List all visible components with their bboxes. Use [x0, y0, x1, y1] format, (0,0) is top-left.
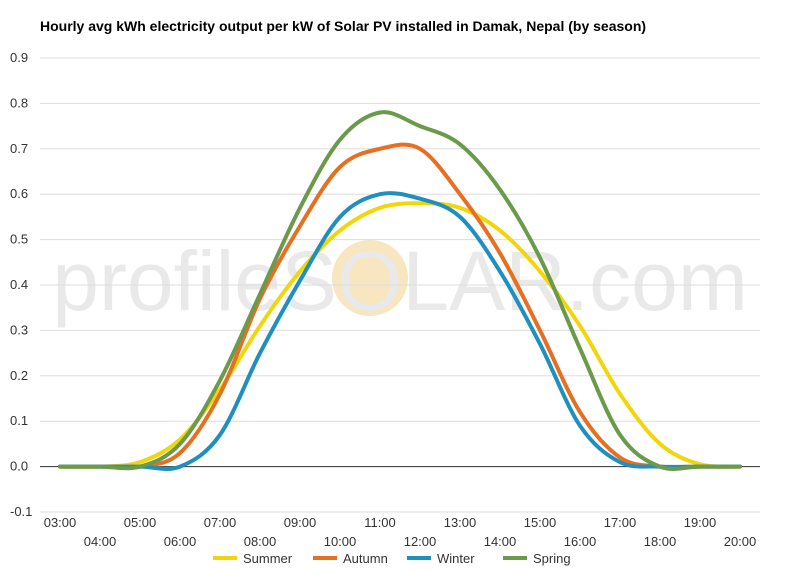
- series-line-winter: [58, 191, 742, 471]
- series-lines: [58, 110, 742, 471]
- y-tick-label: 0.2: [10, 368, 28, 383]
- legend-label-summer: Summer: [243, 551, 293, 566]
- x-tick-label: 17:00: [604, 515, 637, 530]
- series-line-autumn: [58, 142, 742, 470]
- y-tick-label: 0.0: [10, 459, 28, 474]
- y-tick-label: -0.1: [10, 504, 32, 519]
- y-tick-label: 0.6: [10, 186, 28, 201]
- x-tick-label: 04:00: [84, 534, 117, 549]
- x-tick-label: 14:00: [484, 534, 517, 549]
- legend: Summer Autumn Winter Spring: [213, 551, 571, 566]
- x-tick-label: 09:00: [284, 515, 317, 530]
- series-line-summer: [58, 201, 742, 469]
- x-tick-label: 20:00: [724, 534, 757, 549]
- legend-label-spring: Spring: [533, 551, 571, 566]
- x-tick-label: 05:00: [124, 515, 157, 530]
- y-tick-label: 0.5: [10, 232, 28, 247]
- x-tick-label: 13:00: [444, 515, 477, 530]
- x-tick-label: 12:00: [404, 534, 437, 549]
- watermark-sun: [332, 240, 408, 316]
- chart-title: Hourly avg kWh electricity output per kW…: [40, 18, 647, 34]
- y-tick-label: 0.1: [10, 413, 28, 428]
- x-tick-label: 18:00: [644, 534, 677, 549]
- y-tick-label: 0.3: [10, 322, 28, 337]
- x-tick-label: 07:00: [204, 515, 237, 530]
- y-tick-label: 0.9: [10, 50, 28, 65]
- gridlines: [40, 57, 760, 513]
- legend-label-winter: Winter: [437, 551, 475, 566]
- y-tick-label: 0.7: [10, 141, 28, 156]
- x-tick-label: 03:00: [44, 515, 77, 530]
- y-axis: -0.1 0.0 0.1 0.2 0.3 0.4 0.5 0.6 0.7 0.8 0.9: [10, 50, 32, 519]
- legend-label-autumn: Autumn: [343, 551, 388, 566]
- x-axis: 03:00 04:00 05:00 06:00 07:00 08:00 09:00 10:00…: [44, 515, 757, 549]
- x-tick-label: 08:00: [244, 534, 277, 549]
- watermark-text: profileSOLAR.com: [52, 234, 748, 328]
- y-tick-label: 0.8: [10, 95, 28, 110]
- x-tick-label: 10:00: [324, 534, 357, 549]
- x-tick-label: 19:00: [684, 515, 717, 530]
- y-tick-label: 0.4: [10, 277, 28, 292]
- x-tick-label: 15:00: [524, 515, 557, 530]
- series-line-spring: [58, 110, 742, 471]
- x-tick-label: 16:00: [564, 534, 597, 549]
- x-tick-label: 11:00: [364, 515, 396, 530]
- x-tick-label: 06:00: [164, 534, 197, 549]
- watermark: profileSOLAR.com: [52, 234, 748, 328]
